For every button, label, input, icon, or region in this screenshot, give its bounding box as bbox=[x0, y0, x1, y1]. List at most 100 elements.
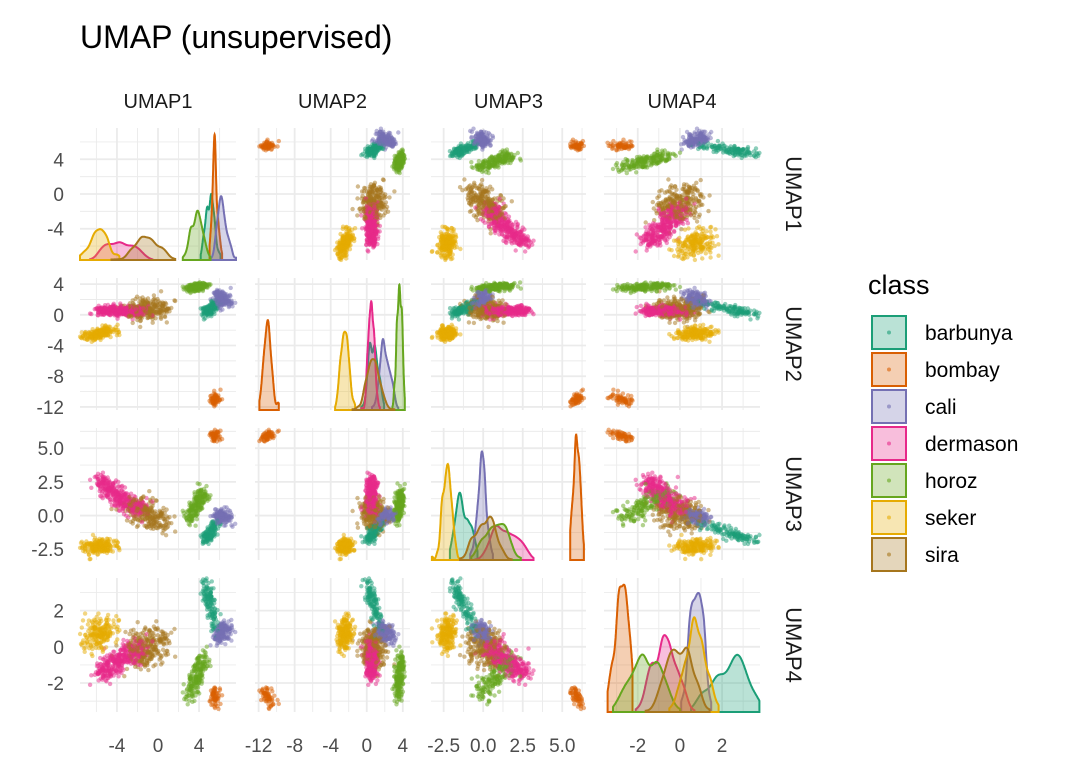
scatter-point-horoz bbox=[494, 164, 499, 169]
scatter-point-cali bbox=[680, 134, 686, 140]
scatter-point-horoz bbox=[470, 165, 476, 171]
scatter-point-seker bbox=[709, 235, 714, 241]
density-seker bbox=[79, 228, 121, 261]
scatter-point-sira bbox=[479, 211, 485, 217]
scatter-point-seker bbox=[708, 224, 714, 230]
scatter-point-dermason bbox=[373, 232, 379, 237]
scatter-point-cali bbox=[379, 137, 384, 142]
scatter-point-sira bbox=[654, 211, 659, 216]
scatter-point-seker bbox=[716, 242, 721, 247]
scatter-point-seker bbox=[716, 253, 721, 258]
scatter-point-dermason bbox=[655, 232, 661, 238]
scatter-point-cali bbox=[685, 141, 690, 147]
density-sira bbox=[110, 235, 177, 261]
scatter-point-seker bbox=[703, 251, 708, 256]
scatter-point-seker bbox=[446, 235, 452, 241]
scatter-point-horoz bbox=[479, 164, 484, 169]
scatter-point-barbunya bbox=[373, 149, 378, 155]
scatter-point-seker bbox=[676, 244, 681, 249]
scatter-point-barbunya bbox=[735, 149, 740, 154]
scatter-point-sira bbox=[488, 231, 493, 236]
scatter-point-dermason bbox=[360, 226, 365, 231]
scatter-point-sira bbox=[697, 192, 703, 197]
scatter-point-sira bbox=[492, 196, 497, 201]
scatter-point-sira bbox=[691, 183, 696, 188]
scatter-point-sira bbox=[476, 186, 482, 192]
scatter-point-bombay bbox=[616, 145, 621, 150]
scatter-point-horoz bbox=[623, 156, 628, 162]
scatter-point-sira bbox=[651, 206, 656, 211]
scatter-point-cali bbox=[679, 142, 684, 147]
scatter-point-seker bbox=[708, 229, 713, 234]
scatter-point-dermason bbox=[671, 228, 677, 234]
scatter-point-dermason bbox=[510, 227, 515, 232]
scatter-point-barbunya bbox=[744, 151, 749, 156]
scatter-point-cali bbox=[391, 137, 396, 143]
scatter-point-sira bbox=[373, 190, 378, 195]
scatter-point-horoz bbox=[392, 156, 397, 162]
scatter-point-bombay bbox=[571, 145, 576, 150]
scatter-point-sira bbox=[355, 213, 360, 218]
scatter-point-dermason bbox=[371, 219, 376, 224]
scatter-point-bombay bbox=[581, 143, 587, 149]
scatter-point-dermason bbox=[364, 242, 369, 247]
scatter-point-dermason bbox=[662, 237, 668, 242]
scatter-point-dermason bbox=[372, 240, 377, 245]
scatter-point-horoz bbox=[507, 157, 513, 162]
scatter-point-seker bbox=[447, 244, 453, 250]
scatter-point-sira bbox=[670, 192, 675, 197]
scatter-point-bombay bbox=[629, 143, 634, 148]
scatter-point-barbunya bbox=[459, 150, 465, 156]
scatter-point-sira bbox=[659, 204, 664, 209]
scatter-point-sira bbox=[509, 199, 514, 204]
scatter-point-bombay bbox=[580, 138, 586, 144]
scatter-point-cali bbox=[474, 138, 479, 143]
scatter-point-dermason bbox=[531, 238, 536, 243]
scatter-point-barbunya bbox=[368, 147, 373, 152]
scatter-point-barbunya bbox=[701, 146, 706, 151]
scatter-point-dermason bbox=[676, 205, 681, 211]
scatter-point-sira bbox=[368, 195, 374, 200]
scatter-point-cali bbox=[478, 129, 484, 135]
scatter-point-barbunya bbox=[198, 306, 203, 311]
scatter-point-seker bbox=[714, 234, 720, 239]
scatter-point-barbunya bbox=[455, 154, 460, 160]
scatter-point-cali bbox=[378, 126, 384, 131]
scatter-point-sira bbox=[381, 177, 386, 183]
scatter-point-seker bbox=[707, 247, 712, 253]
scatter-point-barbunya bbox=[464, 142, 470, 148]
scatter-point-horoz bbox=[500, 158, 505, 164]
scatter-point-seker bbox=[346, 227, 352, 232]
scatter-point-cali bbox=[372, 139, 377, 145]
scatter-point-dermason bbox=[526, 245, 531, 250]
scatter-point-seker bbox=[698, 235, 703, 240]
panel-UMAP1-vs-UMAP3 bbox=[429, 126, 587, 263]
scatter-point-dermason bbox=[487, 213, 493, 218]
scatter-point-barbunya bbox=[709, 142, 714, 148]
scatter-point-barbunya bbox=[744, 147, 749, 152]
scatter-point-seker bbox=[686, 237, 691, 242]
scatter-point-sira bbox=[471, 213, 477, 218]
scatter-point-horoz bbox=[670, 151, 676, 156]
scatter-point-dermason bbox=[649, 235, 655, 241]
scatter-point-bombay bbox=[267, 145, 272, 150]
scatter-point-sira bbox=[695, 187, 700, 193]
scatter-point-sira bbox=[158, 289, 164, 294]
scatter-point-dermason bbox=[367, 205, 372, 211]
scatter-point-seker bbox=[430, 249, 435, 254]
scatter-point-sira bbox=[383, 194, 388, 200]
scatter-point-horoz bbox=[517, 156, 523, 161]
scatter-point-seker bbox=[713, 227, 718, 232]
scatter-point-cali bbox=[480, 142, 485, 147]
scatter-point-seker bbox=[441, 244, 446, 249]
scatter-point-horoz bbox=[619, 163, 625, 168]
scatter-point-cali bbox=[692, 142, 698, 147]
scatter-point-dermason bbox=[642, 238, 647, 243]
scatter-point-dermason bbox=[638, 241, 643, 247]
scatter-point-dermason bbox=[501, 218, 506, 223]
scatter-point-dermason bbox=[633, 249, 638, 254]
scatter-point-sira bbox=[379, 187, 384, 193]
scatter-point-horoz bbox=[613, 162, 619, 168]
scatter-point-cali bbox=[393, 141, 399, 147]
scatter-point-horoz bbox=[627, 167, 632, 172]
